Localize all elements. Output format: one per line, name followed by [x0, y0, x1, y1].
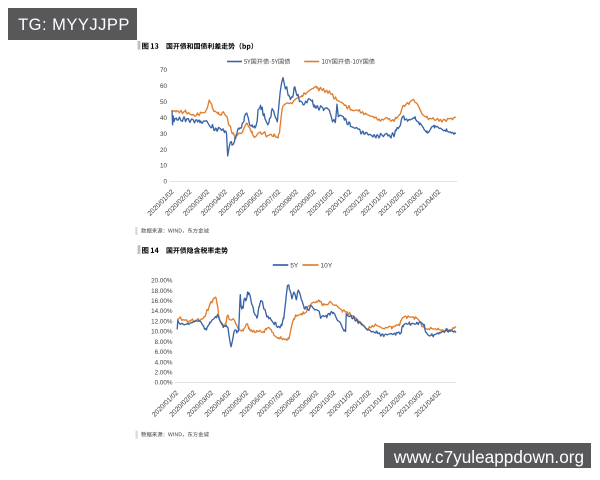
svg-text:70: 70 [160, 67, 168, 74]
svg-text:6.00%: 6.00% [155, 349, 173, 356]
svg-text:8.00%: 8.00% [155, 339, 173, 346]
svg-text:10Y: 10Y [321, 262, 333, 269]
svg-text:2.00%: 2.00% [155, 370, 173, 377]
svg-text:10.00%: 10.00% [151, 329, 173, 336]
svg-text:60: 60 [160, 83, 168, 90]
svg-text:0.00%: 0.00% [155, 380, 173, 387]
svg-text:12.00%: 12.00% [151, 318, 173, 325]
svg-text:20.00%: 20.00% [151, 278, 173, 285]
svg-text:40: 40 [160, 115, 168, 122]
svg-text:16.00%: 16.00% [151, 298, 173, 305]
svg-text:4.00%: 4.00% [155, 359, 173, 366]
svg-text:18.00%: 18.00% [151, 288, 173, 295]
svg-text:20: 20 [160, 147, 168, 154]
svg-text:14.00%: 14.00% [151, 308, 173, 315]
svg-text:0: 0 [163, 179, 167, 186]
svg-text:50: 50 [160, 99, 168, 106]
svg-text:10: 10 [160, 163, 168, 170]
svg-text:30: 30 [160, 131, 168, 138]
svg-text:5Y: 5Y [290, 262, 299, 269]
